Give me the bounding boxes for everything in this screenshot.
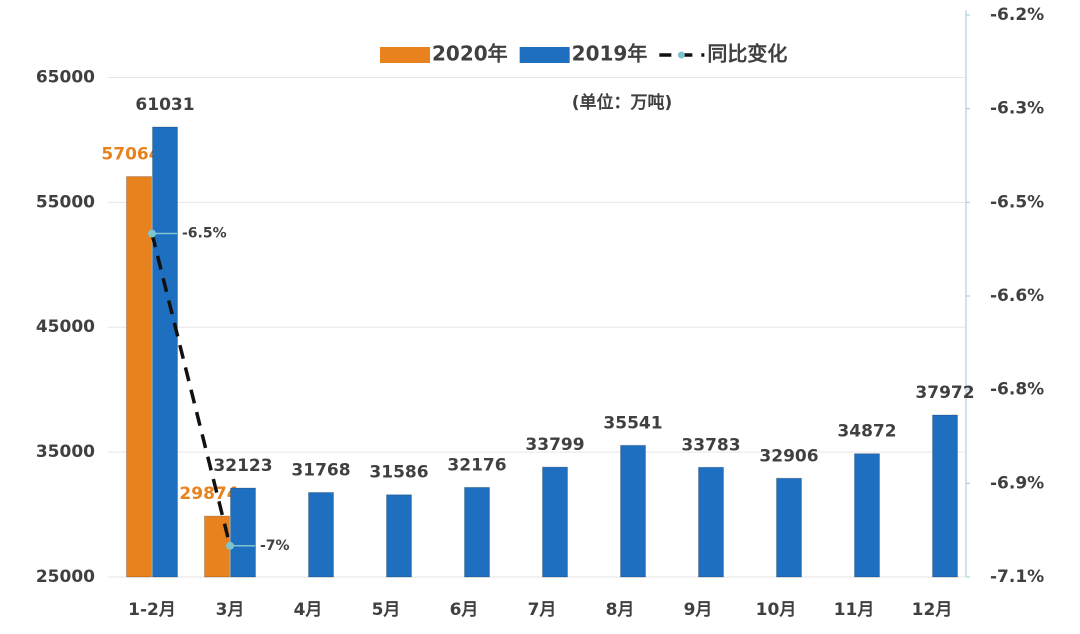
y-tick-label: 35000 xyxy=(36,442,95,462)
bar-value-label: 35541 xyxy=(603,413,662,433)
x-tick-label: 3月 xyxy=(216,600,245,620)
x-tick-label: 10月 xyxy=(756,600,797,620)
y2-tick-label: -6.6% xyxy=(990,286,1044,306)
bar-value-label: 32176 xyxy=(447,455,506,475)
y2-tick-label: -6.2% xyxy=(990,5,1044,25)
legend-swatch xyxy=(519,47,570,63)
legend-label: 同比变化 xyxy=(707,42,787,66)
y-tick-label: 25000 xyxy=(36,567,95,587)
line-value-label: -7% xyxy=(260,538,290,554)
bar xyxy=(542,466,568,578)
line-value-label: -6.5% xyxy=(182,226,227,242)
y2-tick-label: -7.1% xyxy=(990,567,1044,587)
y-tick-label: 55000 xyxy=(36,192,95,212)
legend-label: 2019年 xyxy=(572,42,648,66)
bar xyxy=(152,126,178,578)
bar-value-label: 34872 xyxy=(837,422,896,442)
bar-value-label: 37972 xyxy=(915,383,974,403)
bar xyxy=(230,487,256,578)
x-tick-label: 4月 xyxy=(294,600,323,620)
legend-swatch-dot xyxy=(677,51,685,59)
bar xyxy=(932,414,958,578)
line xyxy=(150,233,232,547)
line-point xyxy=(148,229,156,238)
y-tick-label: 65000 xyxy=(36,67,95,87)
legend-label: 2020年 xyxy=(432,42,508,66)
bar xyxy=(854,453,880,578)
x-tick-label: 6月 xyxy=(450,600,479,620)
bar-value-label: 33783 xyxy=(681,435,740,455)
bar xyxy=(126,176,152,578)
bar xyxy=(308,491,334,578)
x-tick-label: 9月 xyxy=(684,600,713,620)
x-tick-label: 1-2月 xyxy=(128,600,176,620)
bar-value-label: 61031 xyxy=(135,95,194,115)
bar xyxy=(698,466,724,578)
bar xyxy=(386,494,412,578)
bar xyxy=(776,477,802,578)
legend-swatch xyxy=(380,47,430,63)
bar-value-label: 32906 xyxy=(759,446,818,466)
y2-tick-label: -6.5% xyxy=(990,192,1044,212)
y2-tick-label: -6.8% xyxy=(990,380,1044,400)
x-tick-label: 12月 xyxy=(912,600,953,620)
x-tick-label: 7月 xyxy=(528,600,557,620)
chart-subtitle: (单位：万吨) xyxy=(572,92,673,113)
bar-value-label: 29874 xyxy=(179,484,238,504)
x-tick-label: 8月 xyxy=(606,600,635,620)
bar xyxy=(620,444,646,578)
bar-value-label: 32123 xyxy=(213,456,272,476)
y-tick-label: 45000 xyxy=(36,317,95,337)
line-point xyxy=(226,541,234,550)
bar-value-label: 33799 xyxy=(525,435,584,455)
bar xyxy=(464,486,490,578)
x-tick-label: 5月 xyxy=(372,600,401,620)
bar-value-label: 31768 xyxy=(291,460,350,480)
x-tick-label: 11月 xyxy=(834,600,875,620)
y2-tick-label: -6.9% xyxy=(990,473,1044,493)
y2-tick-label: -6.3% xyxy=(990,99,1044,119)
bar-value-label: 31586 xyxy=(369,463,428,483)
bar-value-label: 57064 xyxy=(101,145,160,165)
